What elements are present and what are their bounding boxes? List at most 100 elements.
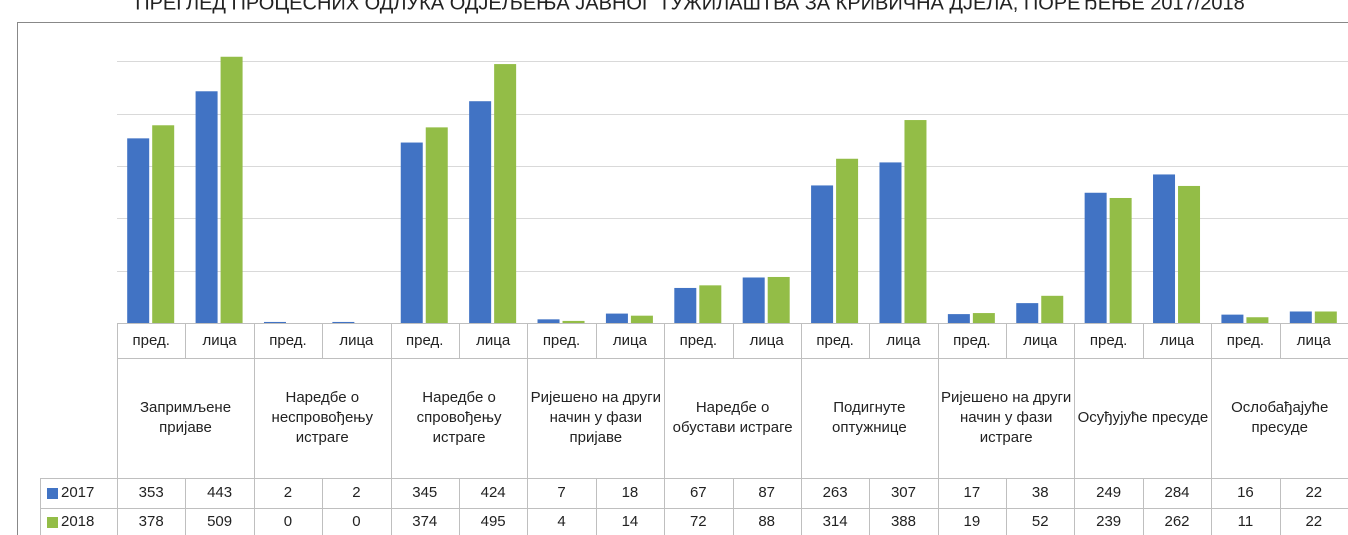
x-tick-label: лица bbox=[1023, 332, 1058, 349]
group-label: Осуђујуће пресуде bbox=[1077, 409, 1209, 426]
x-tick-label: лица bbox=[886, 332, 921, 349]
bar bbox=[1109, 197, 1132, 323]
table-value: 67 bbox=[690, 484, 707, 501]
table-value: 374 bbox=[412, 513, 437, 530]
bar bbox=[562, 320, 585, 323]
table-value: 38 bbox=[1032, 484, 1049, 501]
x-tick-label: пред. bbox=[1090, 332, 1127, 349]
table-value: 2 bbox=[352, 484, 360, 501]
table-value: 249 bbox=[1096, 484, 1121, 501]
table-value: 495 bbox=[481, 513, 506, 530]
group-label: Наредбе о неспровођењу истраге bbox=[271, 389, 373, 446]
table-value: 52 bbox=[1032, 513, 1049, 530]
bar bbox=[220, 56, 243, 323]
chart-title: ПРЕГЛЕД ПРОЦЕСНИХ ОДЛУКА ОДЈЕЉЕЊА ЈАВНОГ… bbox=[135, 0, 1245, 14]
table-value: 14 bbox=[622, 513, 639, 530]
group-label: Подигнуте оптужнице bbox=[832, 399, 907, 436]
table-value: 22 bbox=[1305, 484, 1322, 501]
legend-key bbox=[47, 488, 58, 499]
bar bbox=[469, 101, 492, 323]
bar bbox=[836, 158, 859, 323]
table-value: 0 bbox=[352, 513, 360, 530]
legend-label: 2017 bbox=[61, 484, 94, 501]
bar bbox=[332, 321, 355, 323]
bar bbox=[904, 120, 927, 324]
bar bbox=[425, 127, 448, 323]
bar bbox=[947, 314, 970, 323]
x-tick-label: пред. bbox=[269, 332, 306, 349]
x-tick-label: пред. bbox=[816, 332, 853, 349]
bar bbox=[195, 91, 218, 324]
bar bbox=[605, 313, 628, 323]
group-label: Наредбе о обустави истраге bbox=[672, 399, 793, 436]
bar bbox=[1178, 185, 1201, 323]
x-tick-label: пред. bbox=[680, 332, 717, 349]
x-tick-label: лица bbox=[339, 332, 374, 349]
bar bbox=[400, 142, 423, 323]
group-label: Наредбе о спровођењу истраге bbox=[416, 389, 502, 446]
table-value: 263 bbox=[823, 484, 848, 501]
table-value: 353 bbox=[139, 484, 164, 501]
table-value: 72 bbox=[690, 513, 707, 530]
bar bbox=[1016, 303, 1039, 323]
bar bbox=[699, 285, 722, 323]
table-value: 7 bbox=[557, 484, 565, 501]
table-value: 22 bbox=[1305, 513, 1322, 530]
bar bbox=[1041, 295, 1064, 323]
table-value: 19 bbox=[964, 513, 981, 530]
bar bbox=[1314, 311, 1337, 323]
bar bbox=[674, 287, 697, 323]
x-tick-label: лица bbox=[1160, 332, 1195, 349]
chart-frame bbox=[17, 22, 1348, 535]
table-value: 16 bbox=[1237, 484, 1254, 501]
table-value: 87 bbox=[758, 484, 775, 501]
x-tick-label: пред. bbox=[406, 332, 443, 349]
table-value: 378 bbox=[139, 513, 164, 530]
bar bbox=[127, 138, 150, 323]
table-value: 509 bbox=[207, 513, 232, 530]
bar bbox=[742, 277, 765, 323]
x-tick-label: пред. bbox=[132, 332, 169, 349]
legend-key bbox=[47, 517, 58, 528]
table-value: 314 bbox=[823, 513, 848, 530]
bar bbox=[1221, 314, 1244, 323]
bar bbox=[811, 185, 834, 323]
bar bbox=[1153, 174, 1176, 323]
x-tick-label: лица bbox=[750, 332, 785, 349]
bar bbox=[152, 125, 175, 324]
bar bbox=[1084, 192, 1107, 323]
table-value: 2 bbox=[284, 484, 292, 501]
table-value: 4 bbox=[557, 513, 565, 530]
table-value: 18 bbox=[622, 484, 639, 501]
group-label: Ријешено на други начин у фази пријаве bbox=[530, 389, 661, 446]
table-value: 345 bbox=[412, 484, 437, 501]
group-label: Ријешено на други начин у фази истраге bbox=[941, 389, 1072, 446]
x-tick-label: лица bbox=[613, 332, 648, 349]
bar bbox=[537, 319, 560, 323]
bar bbox=[767, 276, 790, 323]
group-label: Ослобађајуће пресуде bbox=[1231, 399, 1329, 436]
table-value: 262 bbox=[1165, 513, 1190, 530]
table-value: 284 bbox=[1165, 484, 1190, 501]
x-tick-label: лица bbox=[203, 332, 238, 349]
table-value: 0 bbox=[284, 513, 292, 530]
table-value: 11 bbox=[1238, 513, 1254, 530]
table-value: 88 bbox=[758, 513, 775, 530]
bar bbox=[1246, 317, 1269, 323]
table-value: 307 bbox=[891, 484, 916, 501]
bar bbox=[630, 315, 653, 323]
table-value: 424 bbox=[481, 484, 506, 501]
table-value: 443 bbox=[207, 484, 232, 501]
table-value: 388 bbox=[891, 513, 916, 530]
x-tick-label: пред. bbox=[953, 332, 990, 349]
table-value: 17 bbox=[964, 484, 981, 501]
legend-label: 2018 bbox=[61, 513, 94, 530]
group-label: Запримљене пријаве bbox=[139, 399, 232, 436]
bar bbox=[263, 321, 286, 323]
table-value: 239 bbox=[1096, 513, 1121, 530]
bar bbox=[1289, 311, 1312, 323]
bar bbox=[879, 162, 902, 323]
bar bbox=[972, 313, 995, 323]
